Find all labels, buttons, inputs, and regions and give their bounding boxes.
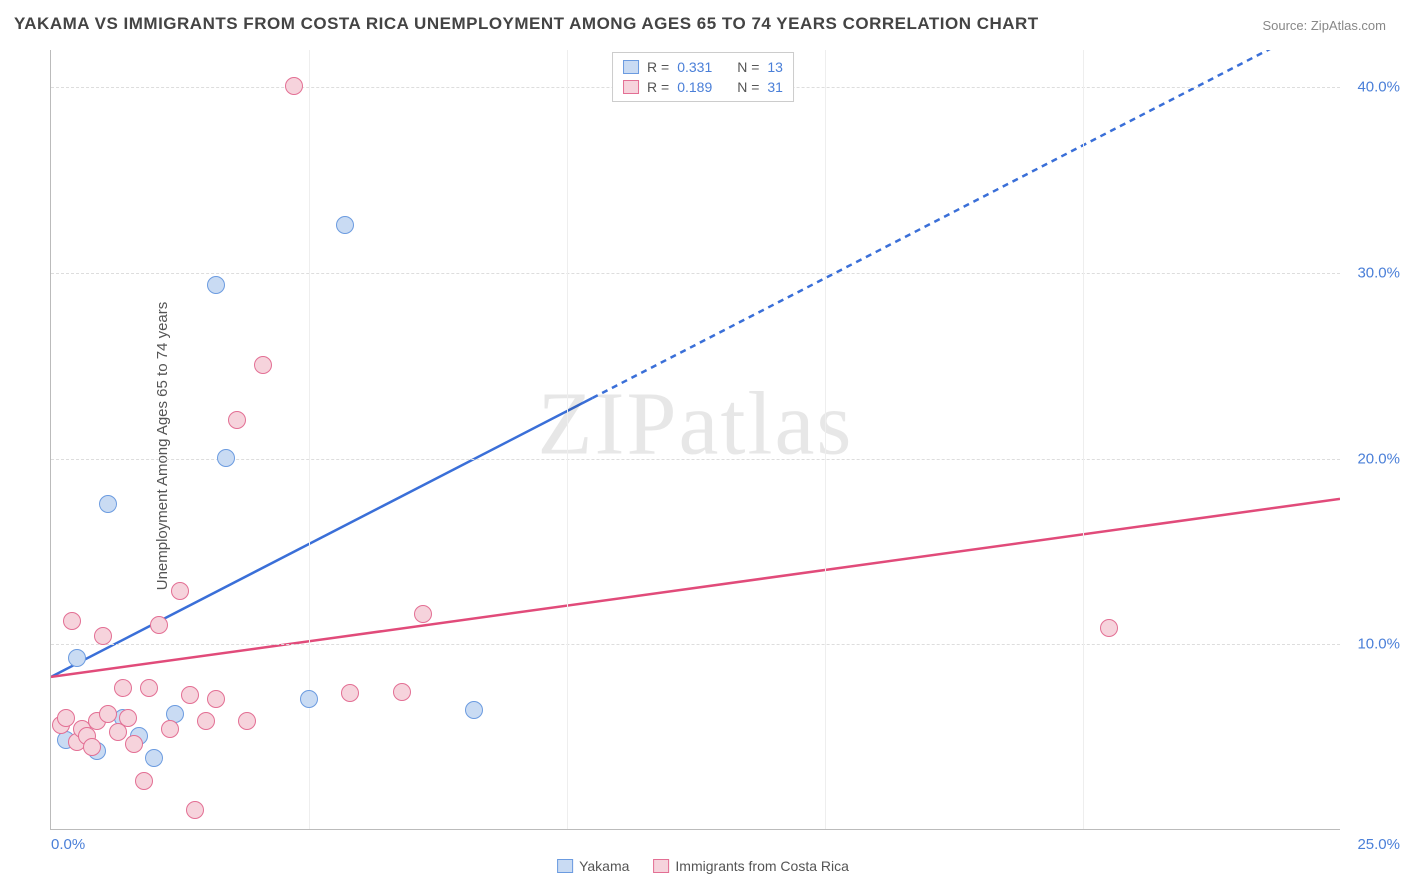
data-point [181,686,199,704]
trend-line-solid [51,398,592,677]
y-tick-label: 30.0% [1357,264,1400,281]
data-point [57,709,75,727]
data-point [68,649,86,667]
x-max-label: 25.0% [1357,836,1400,853]
source-link[interactable]: ZipAtlas.com [1311,18,1386,33]
data-point [300,690,318,708]
n-label: N = [737,79,759,95]
data-point [285,77,303,95]
data-point [197,712,215,730]
data-point [341,684,359,702]
x-gridline [825,50,826,829]
data-point [393,683,411,701]
y-tick-label: 20.0% [1357,450,1400,467]
legend-series-item: Immigrants from Costa Rica [653,858,848,874]
legend-swatch [653,859,669,873]
data-point [135,772,153,790]
gridline [51,273,1340,274]
data-point [217,449,235,467]
data-point [150,616,168,634]
legend-swatch [623,80,639,94]
data-point [125,735,143,753]
legend-correlation: R = 0.331 N = 13 R = 0.189 N = 31 [612,52,794,102]
legend-series-label: Immigrants from Costa Rica [675,858,848,874]
data-point [63,612,81,630]
data-point [119,709,137,727]
watermark: ZIPatlas [538,372,854,475]
data-point [336,216,354,234]
n-value: 31 [767,79,783,95]
legend-series-item: Yakama [557,858,629,874]
data-point [109,723,127,741]
data-point [99,705,117,723]
data-point [140,679,158,697]
data-point [186,801,204,819]
data-point [83,738,101,756]
data-point [228,411,246,429]
chart-title: YAKAMA VS IMMIGRANTS FROM COSTA RICA UNE… [14,14,1039,34]
data-point [238,712,256,730]
r-label: R = [647,79,669,95]
source-prefix: Source: [1262,18,1310,33]
r-label: R = [647,59,669,75]
scatter-plot: ZIPatlas 10.0%20.0%30.0%40.0%0.0%25.0% [50,50,1340,830]
data-point [207,276,225,294]
data-point [207,690,225,708]
data-point [99,495,117,513]
data-point [465,701,483,719]
trend-line-solid [51,499,1340,677]
x-gridline [309,50,310,829]
legend-correlation-row: R = 0.331 N = 13 [623,57,783,77]
legend-series: Yakama Immigrants from Costa Rica [557,858,849,874]
data-point [414,605,432,623]
data-point [171,582,189,600]
data-point [94,627,112,645]
gridline [51,459,1340,460]
data-point [161,720,179,738]
data-point [145,749,163,767]
n-label: N = [737,59,759,75]
legend-series-label: Yakama [579,858,629,874]
source-attribution: Source: ZipAtlas.com [1262,18,1386,33]
x-gridline [567,50,568,829]
data-point [1100,619,1118,637]
r-value: 0.331 [677,59,721,75]
y-tick-label: 40.0% [1357,79,1400,96]
x-gridline [1083,50,1084,829]
trend-line-dashed [592,50,1340,398]
n-value: 13 [767,59,783,75]
y-tick-label: 10.0% [1357,636,1400,653]
data-point [114,679,132,697]
data-point [254,356,272,374]
r-value: 0.189 [677,79,721,95]
legend-swatch [557,859,573,873]
legend-swatch [623,60,639,74]
x-min-label: 0.0% [51,836,85,853]
gridline [51,644,1340,645]
legend-correlation-row: R = 0.189 N = 31 [623,77,783,97]
